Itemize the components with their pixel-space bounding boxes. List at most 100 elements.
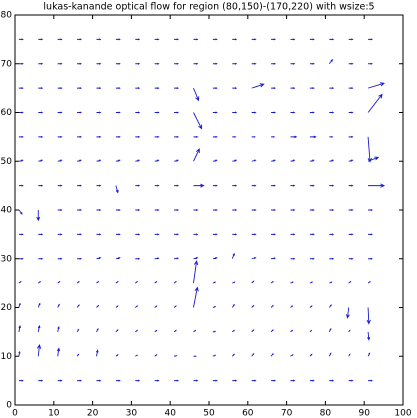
flow-arrow (212, 62, 218, 65)
flow-arrow (309, 159, 315, 162)
x-tick-label: 100 (394, 409, 411, 418)
flow-arrow (271, 257, 276, 260)
flow-arrow (154, 305, 158, 308)
flow-arrow (212, 281, 217, 284)
flow-arrow (173, 355, 178, 357)
flow-arrow (37, 325, 41, 332)
flow-arrow (96, 257, 102, 260)
flow-arrow (348, 233, 354, 236)
flow-arrow (232, 379, 238, 382)
flow-arrow (36, 210, 41, 222)
x-tick-label: 60 (242, 409, 254, 418)
flow-arrow (18, 135, 24, 138)
flow-arrow (290, 233, 296, 236)
flow-arrow (18, 302, 21, 308)
flow-arrow (18, 233, 24, 236)
flow-arrow (290, 209, 296, 211)
y-tick-label: 50 (1, 157, 13, 167)
y-tick-label: 40 (1, 206, 13, 216)
flow-arrow (212, 159, 218, 162)
flow-arrow (38, 159, 44, 162)
flow-arrow (309, 233, 315, 236)
flow-arrow (18, 111, 24, 114)
flow-arrow (38, 233, 44, 236)
flow-arrow (96, 281, 100, 284)
flow-arrow (368, 379, 373, 382)
flow-arrow (232, 281, 236, 284)
flow-arrow (57, 281, 61, 284)
flow-arrow (232, 184, 238, 187)
flow-arrow (56, 347, 61, 357)
flow-arrow (328, 59, 334, 65)
flow-arrow (135, 135, 141, 138)
flow-arrow (154, 38, 160, 41)
flow-arrow (38, 87, 44, 90)
flow-arrow (18, 281, 22, 284)
flow-arrow (57, 233, 63, 236)
flow-arrow (57, 87, 63, 90)
flow-arrow (328, 352, 332, 357)
flow-arrow (212, 306, 217, 308)
flow-arrow (174, 38, 179, 41)
flow-arrow (251, 353, 255, 357)
flow-arrow (37, 302, 41, 308)
flow-arrow (348, 135, 354, 138)
flow-arrow (309, 87, 315, 90)
flow-arrow (57, 184, 63, 187)
flow-arrow (154, 62, 160, 65)
flow-arrow (309, 184, 315, 187)
flow-arrow (270, 329, 274, 333)
flow-arrow (366, 307, 371, 325)
flow-arrow (174, 135, 179, 138)
flow-arrow (18, 257, 24, 260)
flow-arrow (231, 353, 235, 357)
flow-arrow (271, 209, 276, 211)
x-tick-label: 90 (358, 409, 370, 418)
flow-arrow (115, 38, 121, 41)
flow-arrow (212, 111, 218, 114)
flow-arrow (309, 305, 313, 308)
flow-arrow (348, 62, 354, 65)
flow-arrow (271, 379, 276, 382)
flow-arrow (173, 329, 177, 333)
flow-arrow (290, 62, 296, 65)
y-tick-label: 60 (1, 108, 13, 118)
flow-arrow (135, 354, 139, 357)
flow-arrow (271, 111, 276, 114)
flow-arrow (348, 353, 351, 357)
flow-arrow (212, 257, 218, 260)
flow-arrow (290, 305, 294, 308)
flow-arrow (38, 135, 44, 138)
flow-arrow (212, 38, 218, 41)
flow-arrow (18, 184, 24, 187)
flow-arrow (271, 184, 276, 187)
flow-arrow (135, 379, 141, 382)
flow-arrow (329, 87, 335, 90)
flow-arrow (290, 354, 294, 357)
flow-arrow (96, 233, 102, 236)
x-tick-label: 40 (164, 409, 176, 418)
flow-arrow (154, 135, 160, 138)
flow-arrow (368, 209, 373, 211)
flow-arrow (212, 330, 217, 333)
flow-arrow (135, 62, 141, 65)
flow-arrow (77, 38, 82, 41)
flow-arrow (309, 135, 317, 139)
flow-arrow (135, 111, 141, 114)
flow-arrow (57, 38, 63, 41)
flow-arrow (290, 184, 296, 187)
flow-arrow (193, 135, 199, 138)
flow-arrow (348, 209, 354, 211)
flow-arrow (348, 87, 354, 90)
flow-arrow (251, 159, 257, 162)
flow-arrow (271, 87, 276, 90)
flow-arrow (38, 379, 44, 382)
flow-arrow (212, 209, 218, 211)
flow-arrow (115, 209, 121, 211)
flow-arrow (348, 159, 354, 162)
flow-arrow (251, 379, 257, 382)
flow-arrow (36, 344, 42, 357)
flow-arrow (193, 257, 199, 260)
flow-arrow (174, 209, 179, 211)
x-tick-label: 50 (203, 409, 215, 418)
